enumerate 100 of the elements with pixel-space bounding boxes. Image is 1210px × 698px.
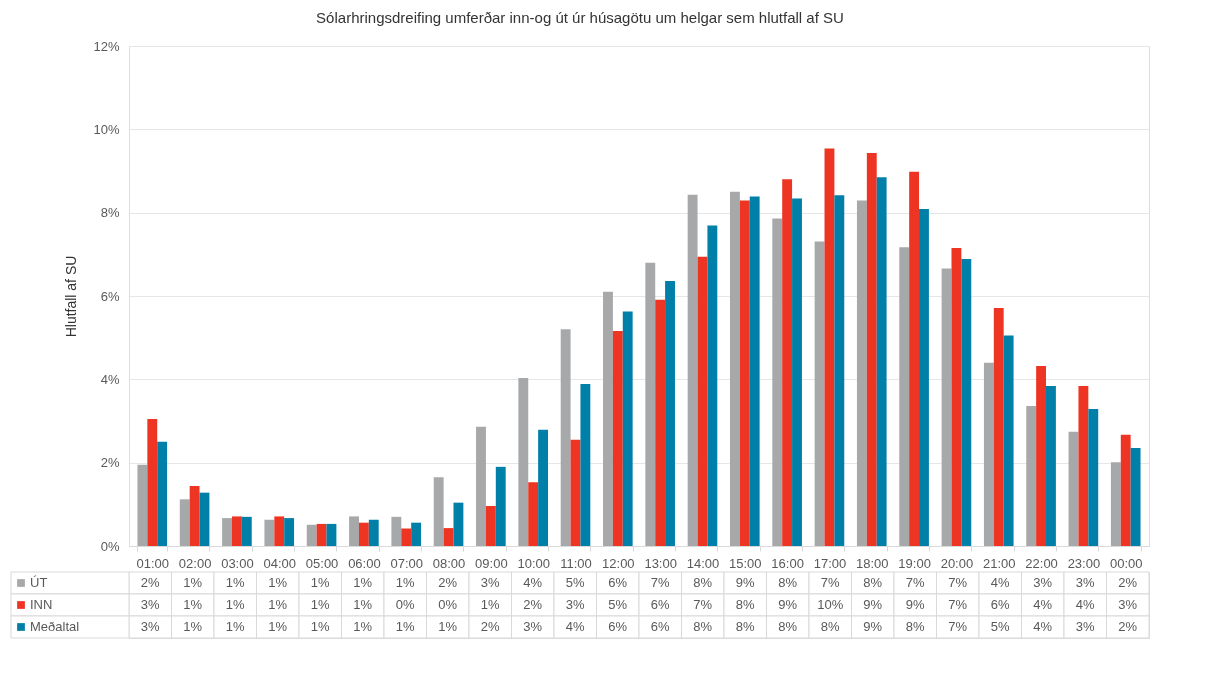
bar	[1088, 408, 1099, 546]
x-tick-label: 07:00	[390, 555, 423, 571]
legend-label: Meðaltal	[30, 619, 80, 634]
bar	[749, 196, 760, 546]
bar	[495, 466, 506, 546]
data-label: 4%	[565, 619, 586, 634]
bar	[687, 194, 698, 546]
data-label: 2%	[523, 597, 543, 612]
data-label: 6%	[990, 597, 1011, 612]
bar	[951, 248, 962, 546]
data-label: 1%	[395, 619, 416, 634]
data-label: 1%	[395, 575, 416, 590]
y-axis-title: Hlutfall af SU	[63, 255, 80, 338]
y-tick-label: 4%	[100, 371, 120, 387]
bar	[603, 291, 613, 546]
data-label: 4%	[1075, 597, 1096, 612]
data-label: 1%	[268, 575, 288, 590]
bar	[655, 299, 666, 546]
data-label: 6%	[608, 575, 628, 590]
data-label: 8%	[820, 619, 841, 634]
bar	[189, 486, 200, 546]
data-label: 3%	[565, 597, 586, 612]
bar	[241, 516, 252, 546]
bar	[993, 308, 1004, 546]
data-label: 1%	[183, 575, 203, 590]
chart-title: Sólarhringsdreifing umferðar inn-og út úr húsagötu um helgar sem hlutfall af SU	[316, 8, 844, 26]
bar	[147, 418, 158, 546]
data-label: 8%	[905, 619, 926, 634]
data-label: 3%	[140, 619, 161, 634]
x-tick-label: 21:00	[982, 555, 1016, 571]
y-tick-label: 8%	[100, 205, 120, 221]
data-label: 8%	[778, 575, 798, 590]
data-label: 7%	[820, 575, 841, 590]
legend-label: ÚT	[30, 575, 48, 590]
bar	[983, 362, 994, 546]
data-label: 2%	[140, 575, 161, 590]
bar	[1130, 448, 1141, 546]
data-label: 0%	[438, 597, 458, 612]
data-label: 5%	[565, 575, 586, 590]
data-label: 4%	[1033, 619, 1053, 634]
data-label: 3%	[1033, 575, 1053, 590]
bar	[401, 528, 412, 546]
bar	[411, 522, 422, 546]
y-tick-label: 12%	[93, 38, 120, 54]
x-tick-label: 01:00	[136, 555, 170, 571]
bar	[358, 522, 369, 546]
data-label: 1%	[310, 575, 331, 590]
bar	[264, 519, 275, 546]
data-label: 7%	[905, 575, 926, 590]
bar	[834, 195, 845, 546]
bar	[316, 523, 327, 546]
data-label: 1%	[225, 597, 246, 612]
data-label: 4%	[523, 575, 543, 590]
data-label: 4%	[990, 575, 1011, 590]
bar	[157, 441, 168, 546]
bar	[707, 225, 718, 546]
data-label: 7%	[948, 597, 968, 612]
x-tick-label: 00:00	[1109, 555, 1143, 571]
data-label: 7%	[693, 597, 713, 612]
bar	[941, 268, 952, 546]
bar	[1120, 434, 1131, 546]
data-label: 1%	[183, 619, 203, 634]
data-label: 8%	[693, 619, 713, 634]
bar	[645, 262, 656, 546]
x-tick-label: 03:00	[221, 555, 254, 571]
bar	[866, 153, 877, 546]
bar	[1110, 462, 1121, 546]
data-label: 8%	[863, 575, 883, 590]
bar	[1078, 386, 1089, 546]
data-label: 9%	[735, 575, 756, 590]
bar	[538, 429, 548, 546]
legend-label: INN	[30, 597, 53, 612]
data-label: 1%	[353, 597, 373, 612]
bar	[274, 516, 285, 546]
x-tick-label: 18:00	[856, 555, 889, 571]
x-tick-label: 16:00	[771, 555, 804, 571]
data-label: 3%	[523, 619, 543, 634]
x-tick-label: 05:00	[305, 555, 339, 571]
data-label: 8%	[735, 597, 756, 612]
bar	[179, 499, 190, 546]
x-tick-label: 12:00	[602, 555, 635, 571]
bar	[1046, 386, 1056, 546]
x-tick-label: 23:00	[1067, 555, 1101, 571]
data-label: 6%	[650, 597, 671, 612]
data-label: 7%	[948, 619, 968, 634]
bar	[1003, 335, 1014, 546]
data-label: 10%	[817, 597, 844, 612]
bar	[306, 524, 317, 546]
data-label: 8%	[778, 619, 798, 634]
data-label: 1%	[310, 597, 331, 612]
data-label: 9%	[863, 597, 883, 612]
data-label: 5%	[990, 619, 1011, 634]
bar	[485, 506, 496, 546]
bar	[476, 426, 486, 546]
data-label: 7%	[650, 575, 671, 590]
data-label: 6%	[608, 619, 628, 634]
bar	[876, 177, 887, 546]
x-tick-label: 11:00	[560, 555, 592, 571]
data-label: 8%	[693, 575, 713, 590]
x-tick-label: 02:00	[178, 555, 212, 571]
